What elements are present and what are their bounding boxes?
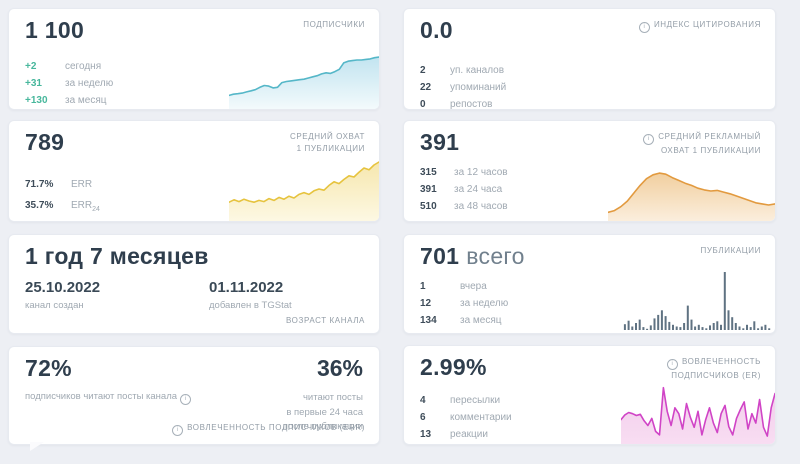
publications-suffix: всего <box>466 243 525 269</box>
stat-row: 22 упоминаний <box>420 82 507 93</box>
ad-reach-header: СРЕДНИЙ РЕКЛАМНЫЙ ОХВАТ 1 ПУБЛИКАЦИИ <box>643 131 761 157</box>
err-left-label: подписчиков читают посты канала <box>25 391 192 405</box>
publications-bar-chart <box>623 272 771 330</box>
er-value: 2.99% <box>420 354 487 380</box>
added-label: добавлен в TGStat <box>209 300 292 311</box>
added-date: 01.11.2022 <box>209 279 284 296</box>
err-footer: ВОВЛЕЧЕННОСТЬ ПОДПИСЧИКОВ (ERR) <box>172 423 365 436</box>
citation-value: 0.0 <box>420 17 453 43</box>
stat-row: +31 за неделю <box>25 78 114 89</box>
stat-row: 35.7% ERR24 <box>25 200 100 213</box>
subscribers-header: ПОДПИСЧИКИ <box>303 20 365 29</box>
citation-header: ИНДЕКС ЦИТИРОВАНИЯ <box>638 19 761 33</box>
stat-row: 1 вчера <box>420 281 487 292</box>
card-citation-index: 0.0 ИНДЕКС ЦИТИРОВАНИЯ 2 уп. каналов 22 … <box>403 8 776 110</box>
avg-reach-header: СРЕДНИЙ ОХВАТ 1 ПУБЛИКАЦИИ <box>289 132 365 154</box>
created-date: 25.10.2022 <box>25 279 101 296</box>
er-sparkline <box>621 381 775 444</box>
channel-age-value: 1 год 7 месяцев <box>25 243 209 269</box>
subscribers-sparkline <box>229 47 379 109</box>
stat-row: 0 репостов <box>420 99 493 110</box>
subscribers-stats: +2 сегодня +31 за неделю +130 за месяц <box>25 58 113 109</box>
stat-row: 134 за месяц <box>420 315 502 326</box>
publications-value: 701 всего <box>420 243 525 269</box>
subscribers-value: 1 100 <box>25 17 85 43</box>
er-stats: 4 пересылки 6 комментарии 13 реакции <box>420 392 512 443</box>
stat-row: 12 за неделю <box>420 298 509 309</box>
ad-reach-sparkline <box>608 161 775 221</box>
card-err: 72% подписчиков читают посты канала 36% … <box>8 346 380 445</box>
publications-header: ПУБЛИКАЦИИ <box>700 246 761 255</box>
tooltip-tail <box>30 442 44 451</box>
card-ad-reach: 391 СРЕДНИЙ РЕКЛАМНЫЙ ОХВАТ 1 ПУБЛИКАЦИИ… <box>403 120 776 222</box>
info-icon[interactable] <box>180 394 192 405</box>
stat-row: +130 за месяц <box>25 95 107 106</box>
card-average-reach: 789 СРЕДНИЙ ОХВАТ 1 ПУБЛИКАЦИИ 71.7% ERR… <box>8 120 380 222</box>
er-header: ВОВЛЕЧЕННОСТЬ ПОДПИСЧИКОВ (ER) <box>666 356 761 382</box>
citation-stats: 2 уп. каналов 22 упоминаний 0 репостов <box>420 62 507 110</box>
stat-row: 13 реакции <box>420 429 488 440</box>
stat-row: 71.7% ERR <box>25 179 93 190</box>
stat-row: 4 пересылки <box>420 395 501 406</box>
ad-reach-stats: 315 за 12 часов 391 за 24 часа 510 за 48… <box>420 164 508 215</box>
publications-stats: 1 вчера 12 за неделю 134 за месяц <box>420 278 508 329</box>
stat-row: 510 за 48 часов <box>420 201 508 212</box>
info-icon[interactable] <box>638 22 650 33</box>
avg-reach-stats: 71.7% ERR 35.7% ERR24 <box>25 176 100 218</box>
stat-row: +2 сегодня <box>25 61 102 72</box>
info-icon[interactable] <box>643 134 655 145</box>
channel-age-footer: ВОЗРАСТ КАНАЛА <box>286 316 365 325</box>
card-er: 2.99% ВОВЛЕЧЕННОСТЬ ПОДПИСЧИКОВ (ER) 4 п… <box>403 345 776 445</box>
card-subscribers: 1 100 ПОДПИСЧИКИ +2 сегодня +31 за недел… <box>8 8 380 110</box>
stat-row: 2 уп. каналов <box>420 65 505 76</box>
channel-created: 25.10.2022 канал создан <box>25 279 100 311</box>
stat-row: 315 за 12 часов <box>420 167 508 178</box>
err-left-value: 72% <box>25 355 72 381</box>
channel-added: 01.11.2022 добавлен в TGStat <box>209 279 292 311</box>
info-icon[interactable] <box>172 425 184 436</box>
avg-reach-sparkline <box>229 157 379 221</box>
ad-reach-value: 391 <box>420 129 460 155</box>
err-right-label: читают посты в первые 24 часа после публ… <box>282 392 363 433</box>
avg-reach-value: 789 <box>25 129 65 155</box>
stat-row: 391 за 24 часа <box>420 184 503 195</box>
created-label: канал создан <box>25 300 84 311</box>
stat-row: 6 комментарии <box>420 412 512 423</box>
info-icon[interactable] <box>666 359 678 370</box>
err-right-value: 36% <box>316 355 363 381</box>
card-channel-age: 1 год 7 месяцев 25.10.2022 канал создан … <box>8 234 380 334</box>
card-publications: 701 всего ПУБЛИКАЦИИ 1 вчера 12 за неделю… <box>403 234 776 334</box>
